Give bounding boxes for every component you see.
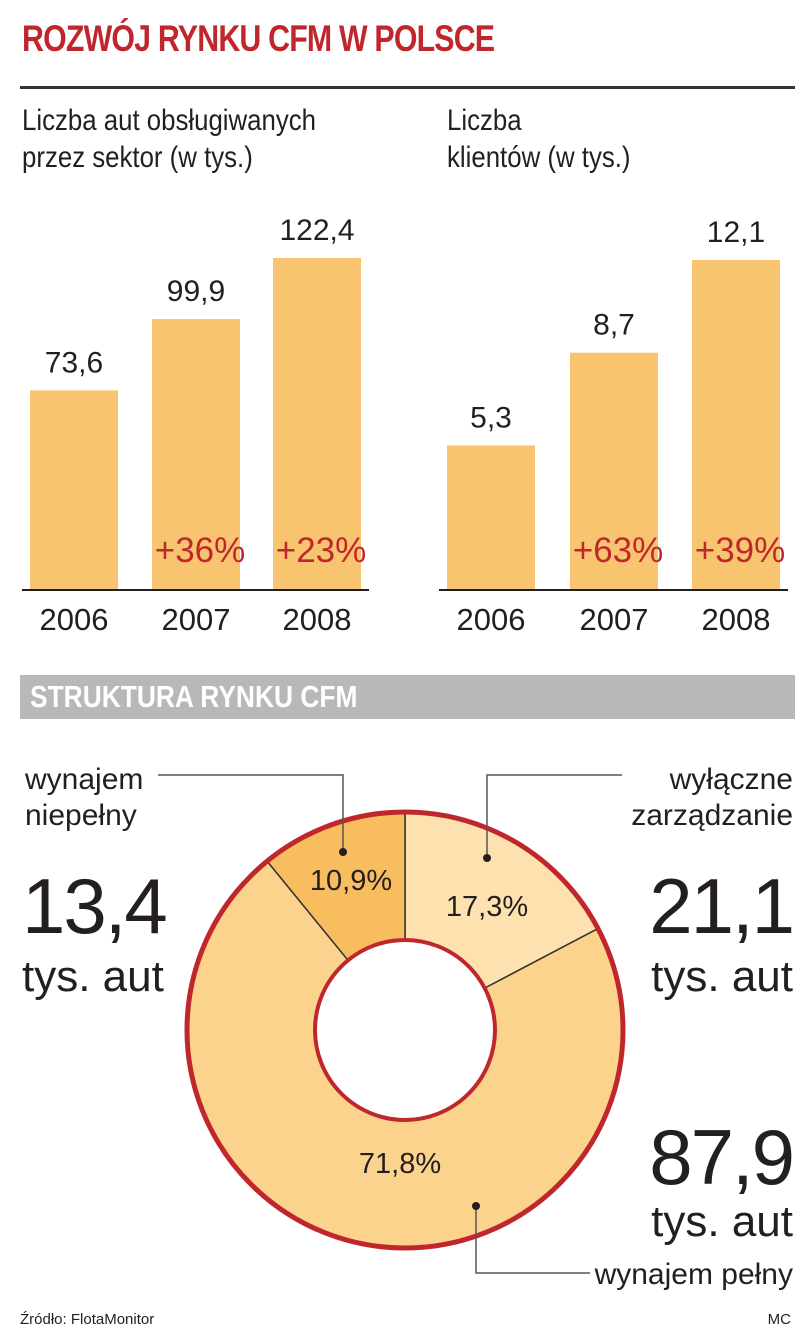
chart-2-title-line-1: Liczba [447, 104, 522, 137]
chart-1-title: Liczba aut obsługiwanych przez sektor (w… [22, 102, 316, 176]
count-wylaczne-zarzadzanie: 21,1 [649, 862, 795, 950]
bar-2-value-label-1: 5,3 [470, 401, 512, 434]
donut-outer-ring [184, 809, 626, 1251]
chart-1-title-line-1: Liczba aut obsługiwanych [22, 104, 317, 137]
leader-line-wynajem-niepelny [158, 774, 344, 852]
label-wynajem-niepelny-line-1: wynajem [25, 763, 144, 796]
count-wynajem-niepelny: 13,4 [22, 862, 168, 950]
bar-1-tick-label-3: 2008 [283, 602, 352, 637]
bar-1-value-label-1: 73,6 [45, 346, 103, 379]
bar-2-tick-label-2: 2007 [580, 602, 649, 637]
unit-wylaczne-zarzadzanie: tys. aut [651, 952, 793, 1001]
leader-line-wynajem-pelny-dot [472, 1202, 480, 1210]
bar-1-tick-label-2: 2007 [162, 602, 231, 637]
bar-2-tick-label-1: 2006 [457, 602, 526, 637]
bar-2-tick-label-3: 2008 [702, 602, 771, 637]
author-note: MC [767, 1311, 791, 1328]
donut-hole [313, 938, 497, 1122]
bar-1-2006 [30, 390, 118, 590]
section-title: STRUKTURA RYNKU CFM [30, 679, 358, 714]
chart-2-title-line-2: klientów (w tys.) [447, 141, 631, 174]
label-wylaczne-line-2: zarządzanie [631, 799, 793, 832]
source-note: Źródło: FlotaMonitor [20, 1311, 155, 1328]
bar-1-value-label-3: 122,4 [279, 214, 354, 247]
leader-line-wylaczne-dot [483, 854, 491, 862]
donut-pct-label-1: 17,3% [446, 891, 528, 923]
donut-pct-label-3: 10,9% [310, 865, 392, 897]
bar-1-tick-label-1: 2006 [40, 602, 109, 637]
bar-1-growth-label-2: +36% [155, 531, 246, 570]
bar-2-growth-label-3: +39% [695, 531, 786, 570]
unit-wynajem-niepelny: tys. aut [22, 952, 164, 1001]
section-bar [20, 675, 795, 719]
unit-wynajem-pelny: tys. aut [651, 1197, 793, 1246]
bar-2-value-label-2: 8,7 [593, 309, 635, 342]
label-wylaczne-line-1: wyłączne [669, 763, 793, 796]
bar-2-2008 [692, 260, 780, 590]
count-wynajem-pelny: 87,9 [649, 1113, 795, 1201]
bar-1-growth-label-3: +23% [276, 531, 367, 570]
chart-1-title-line-2: przez sektor (w tys.) [22, 141, 253, 174]
chart-2-title: Liczba klientów (w tys.) [447, 102, 631, 176]
label-wynajem-niepelny: wynajem niepełny [25, 762, 143, 834]
donut-pct-label-2: 71,8% [359, 1148, 441, 1180]
label-wylaczne-zarzadzanie: wyłączne zarządzanie [631, 762, 793, 834]
main-title: ROZWÓJ RYNKU CFM W POLSCE [22, 18, 495, 59]
leader-line-wynajem-niepelny-dot [339, 848, 347, 856]
leader-line-wynajem-pelny [475, 1206, 590, 1274]
bar-1-value-label-2: 99,9 [167, 275, 225, 308]
bar-1-2008 [273, 258, 361, 590]
label-wynajem-niepelny-line-2: niepełny [25, 799, 137, 832]
label-wynajem-pelny: wynajem pełny [594, 1258, 793, 1291]
bar-2-2006 [447, 445, 535, 590]
bar-1-2007 [152, 319, 240, 590]
bar-2-value-label-3: 12,1 [707, 216, 765, 249]
leader-line-wylaczne [486, 774, 622, 858]
bar-2-growth-label-2: +63% [573, 531, 664, 570]
bar-2-2007 [570, 352, 658, 590]
title-rule [20, 86, 795, 89]
